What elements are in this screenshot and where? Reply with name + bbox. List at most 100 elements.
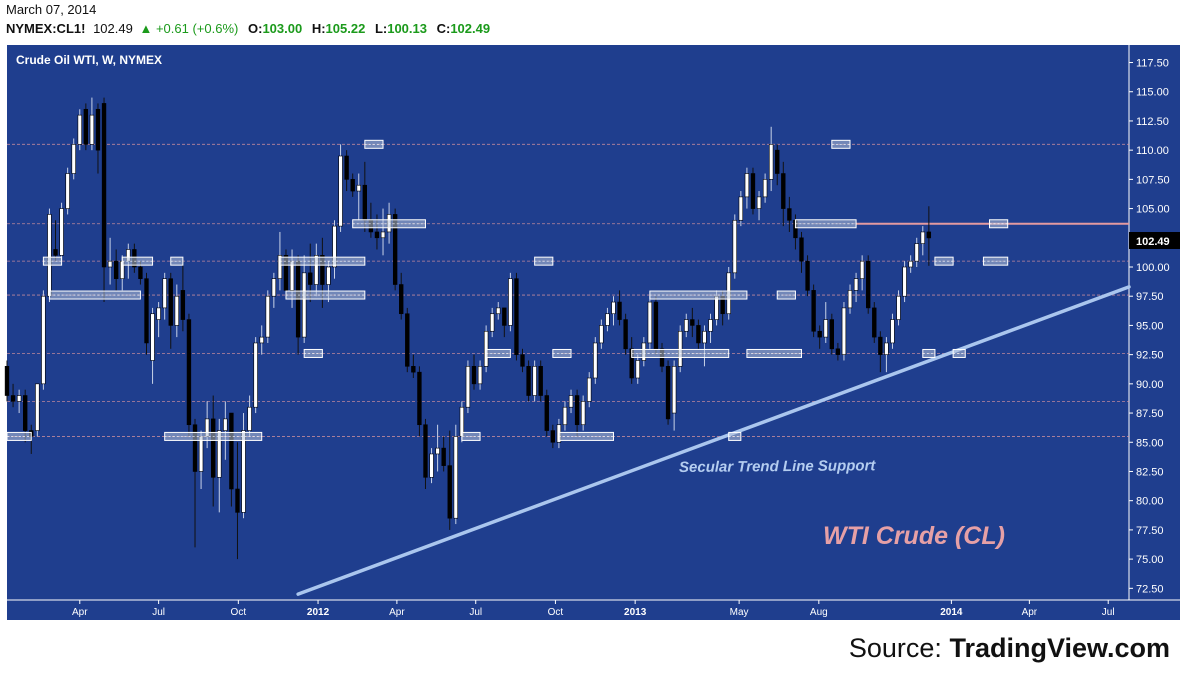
source-credit: Source: TradingView.com [849,633,1170,664]
candle-body [532,366,537,396]
candle-body [271,278,277,297]
candle-body [380,231,386,239]
support-resistance-boxes [6,139,1009,441]
x-axis-ticks: Apr Jul Oct 2012 Apr Jul Oct 2013 May Aug 2014 Apr J… [72,600,1115,618]
x-tick-label: 2013 [624,607,647,618]
candle-body [617,301,622,320]
candle-body [787,208,792,221]
candle-body [217,430,222,478]
candle-body [441,447,446,466]
y-tick-label: 75.00 [1136,554,1164,566]
candle-body [756,196,762,209]
candle-body [684,319,689,332]
symbol[interactable]: NYMEX:CL1! [6,21,86,36]
source-name[interactable]: TradingView.com [949,633,1170,663]
candle-body [471,366,477,385]
candle-body [95,108,101,151]
candle-body [192,424,198,472]
candle-body [768,144,774,180]
candle-body [496,307,501,315]
price-axis[interactable] [1129,45,1180,600]
plot-area[interactable] [7,45,1129,600]
candle-body [277,255,283,279]
up-arrow-icon: ▲ [139,21,153,36]
candle-body [926,231,932,239]
candle-body [878,336,883,355]
candle-body [508,278,513,326]
candle-body [853,278,859,291]
x-tick-label: Oct [231,607,247,618]
y-tick-label: 72.50 [1136,583,1164,595]
candle-body [417,371,422,426]
candle-body [629,348,634,379]
sr-box [285,290,366,300]
candle-body [344,155,349,180]
candle-body [538,366,543,396]
candle-body [799,237,804,262]
candle-body [544,395,549,431]
price-change: +0.61 (+0.6%) [155,21,239,36]
candle-body [847,290,853,309]
candle-body [781,173,786,209]
candle-body [823,319,828,338]
candle-body [744,173,750,198]
candle-body [374,231,380,239]
candle-body [587,377,592,402]
candle-body [259,336,264,344]
candle-body [301,272,307,338]
candle-body [665,366,671,420]
candle-body [356,184,361,192]
candle-body [283,255,289,291]
candle-body [429,453,434,478]
candle-body [83,108,89,145]
candle-body [872,307,877,338]
candle-body [41,295,46,385]
candle-body [308,272,313,285]
candle-body [399,284,404,315]
candle-body [332,225,337,268]
candle-body [775,149,780,174]
candle-body [447,465,452,519]
candle-body [320,255,325,285]
candle-body [817,330,822,338]
trendline-group [296,285,1131,596]
x-tick-label: May [730,607,749,618]
candle-body [550,430,556,443]
candle-body [562,406,568,426]
candle-body [514,278,519,355]
candle-body [435,447,440,455]
x-tick-label: 2012 [307,607,330,618]
candle-body [253,342,258,408]
time-axis[interactable] [7,600,1180,620]
candle-body [47,214,52,297]
candle-body [477,366,483,385]
candle-body [520,354,525,367]
candle-body [841,307,847,355]
candle-body [453,436,458,519]
candle-body [107,260,113,268]
candle-body [671,366,677,414]
candle-body [635,360,640,379]
candle-body [732,219,737,274]
candle-body [653,301,659,350]
low-label: L: [374,21,388,36]
candle-body [241,430,246,513]
candle-body [223,418,228,431]
high-label: H: [311,21,326,36]
candle-body [623,319,628,350]
candle-body [10,395,16,402]
x-tick-label: 2014 [940,607,963,618]
y-tick-label: 100.00 [1136,262,1170,274]
high-value: 105.22 [325,21,366,36]
candle-body [750,173,756,209]
candle-body [568,395,574,408]
trendline-annotation: Secular Trend Line Support [679,457,877,476]
chart-watermark: WTI Crude (CL) [823,522,1005,550]
candle-body [186,319,192,426]
x-tick-label: Jul [469,607,482,618]
secular-trendline [296,285,1131,596]
candle-body [708,319,713,332]
candle-body [884,342,889,355]
candle-body [247,406,252,431]
